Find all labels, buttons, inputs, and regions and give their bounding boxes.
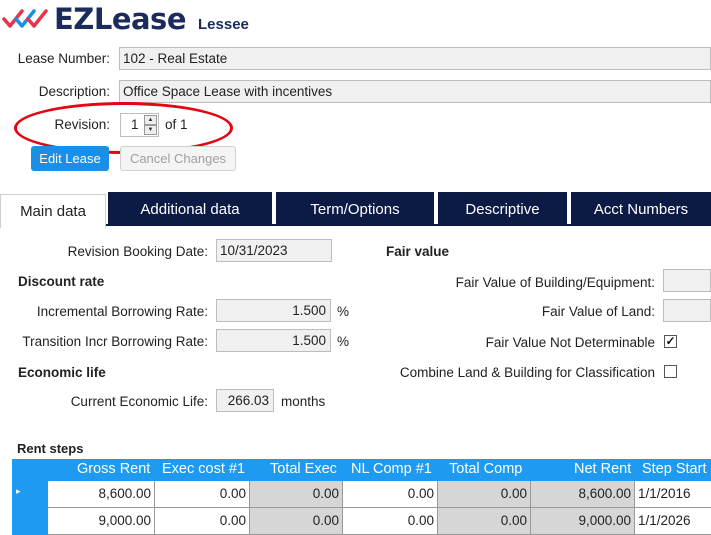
combine-land-building-checkbox[interactable] bbox=[664, 365, 677, 378]
app-logo: EZLease Lessee bbox=[2, 2, 262, 36]
rent-steps-heading: Rent steps bbox=[17, 441, 84, 456]
fair-value-land-field[interactable] bbox=[663, 299, 711, 322]
lease-number-label: Lease Number: bbox=[17, 51, 110, 66]
cell-exec-cost-1[interactable]: 0.00 bbox=[155, 481, 250, 508]
revision-stepper[interactable]: 1 ▲ ▼ bbox=[120, 113, 159, 137]
table-row[interactable]: 8,600.00 0.00 0.00 0.00 0.00 8,600.00 1/… bbox=[48, 481, 711, 508]
col-total-exec[interactable]: Total Exec bbox=[270, 461, 337, 477]
combine-land-building-label: Combine Land & Building for Classificati… bbox=[399, 365, 655, 380]
fair-value-building-label: Fair Value of Building/Equipment: bbox=[455, 275, 655, 290]
col-nl-comp-1[interactable]: NL Comp #1 bbox=[351, 461, 432, 477]
discount-rate-heading: Discount rate bbox=[18, 274, 105, 289]
fair-value-land-label: Fair Value of Land: bbox=[541, 304, 655, 319]
cell-gross-rent[interactable]: 8,600.00 bbox=[48, 481, 155, 508]
cell-total-comp: 0.00 bbox=[438, 508, 531, 535]
economic-life-heading: Economic life bbox=[18, 365, 106, 380]
cell-exec-cost-1[interactable]: 0.00 bbox=[155, 508, 250, 535]
brand-name: EZLease bbox=[54, 2, 186, 36]
cell-net-rent: 8,600.00 bbox=[531, 481, 635, 508]
description-label: Description: bbox=[38, 84, 110, 99]
revision-booking-date-field[interactable]: 10/31/2023 bbox=[216, 239, 332, 262]
tab-acct-numbers[interactable]: Acct Numbers bbox=[571, 192, 711, 226]
tab-main-data[interactable]: Main data bbox=[0, 194, 106, 228]
economic-life-field[interactable]: 266.03 bbox=[216, 389, 274, 412]
revision-booking-date-label: Revision Booking Date: bbox=[67, 244, 208, 259]
ibr-percent: % bbox=[337, 304, 350, 319]
tibr-percent: % bbox=[337, 334, 350, 349]
stepper-down-icon[interactable]: ▼ bbox=[144, 125, 157, 135]
tab-divider bbox=[106, 224, 711, 226]
tab-bar: Main data Additional data Term/Options D… bbox=[0, 192, 711, 228]
cell-total-exec: 0.00 bbox=[250, 508, 343, 535]
edit-lease-button[interactable]: Edit Lease bbox=[31, 146, 109, 171]
col-gross-rent[interactable]: Gross Rent bbox=[77, 461, 151, 477]
ibr-field[interactable]: 1.500 bbox=[216, 299, 331, 322]
economic-life-unit: months bbox=[281, 394, 326, 409]
revision-value: 1 bbox=[131, 117, 139, 132]
tab-term-options[interactable]: Term/Options bbox=[276, 192, 434, 226]
col-step-start[interactable]: Step Start bbox=[642, 461, 707, 477]
cell-step-start[interactable]: 1/1/2016 bbox=[635, 481, 711, 508]
cell-total-exec: 0.00 bbox=[250, 481, 343, 508]
col-total-comp[interactable]: Total Comp bbox=[449, 461, 523, 477]
table-row[interactable]: 9,000.00 0.00 0.00 0.00 0.00 9,000.00 1/… bbox=[48, 508, 711, 535]
revision-total: of 1 bbox=[165, 117, 188, 132]
cell-total-comp: 0.00 bbox=[438, 481, 531, 508]
row-selector-column: ▸ bbox=[12, 481, 48, 535]
fair-value-building-field[interactable] bbox=[663, 269, 711, 292]
col-exec-cost-1[interactable]: Exec cost #1 bbox=[162, 461, 246, 477]
tab-descriptive[interactable]: Descriptive bbox=[438, 192, 567, 226]
lease-number-field[interactable]: 102 - Real Estate bbox=[119, 47, 711, 70]
brand-subtitle: Lessee bbox=[198, 16, 249, 33]
stepper-up-icon[interactable]: ▲ bbox=[144, 115, 157, 125]
cell-step-start[interactable]: 1/1/2026 bbox=[635, 508, 711, 535]
current-row-icon: ▸ bbox=[16, 486, 21, 496]
revision-label: Revision: bbox=[54, 117, 110, 132]
tab-additional-data[interactable]: Additional data bbox=[108, 192, 272, 226]
fair-value-heading: Fair value bbox=[386, 244, 450, 259]
logo-checkmark-icon bbox=[2, 9, 48, 28]
cell-net-rent: 9,000.00 bbox=[531, 508, 635, 535]
economic-life-label: Current Economic Life: bbox=[70, 394, 208, 409]
grid-header: Gross Rent Exec cost #1 Total Exec NL Co… bbox=[12, 459, 711, 481]
col-net-rent[interactable]: Net Rent bbox=[574, 461, 632, 477]
fair-value-not-determinable-label: Fair Value Not Determinable bbox=[485, 335, 655, 350]
cancel-changes-button[interactable]: Cancel Changes bbox=[120, 146, 236, 171]
cell-gross-rent[interactable]: 9,000.00 bbox=[48, 508, 155, 535]
tibr-field[interactable]: 1.500 bbox=[216, 329, 331, 352]
cell-nl-comp-1[interactable]: 0.00 bbox=[343, 481, 438, 508]
tibr-label: Transition Incr Borrowing Rate: bbox=[22, 334, 208, 349]
fair-value-not-determinable-checkbox[interactable]: ✓ bbox=[664, 334, 677, 348]
description-field[interactable]: Office Space Lease with incentives bbox=[119, 80, 711, 103]
ibr-label: Incremental Borrowing Rate: bbox=[36, 304, 208, 319]
cell-nl-comp-1[interactable]: 0.00 bbox=[343, 508, 438, 535]
